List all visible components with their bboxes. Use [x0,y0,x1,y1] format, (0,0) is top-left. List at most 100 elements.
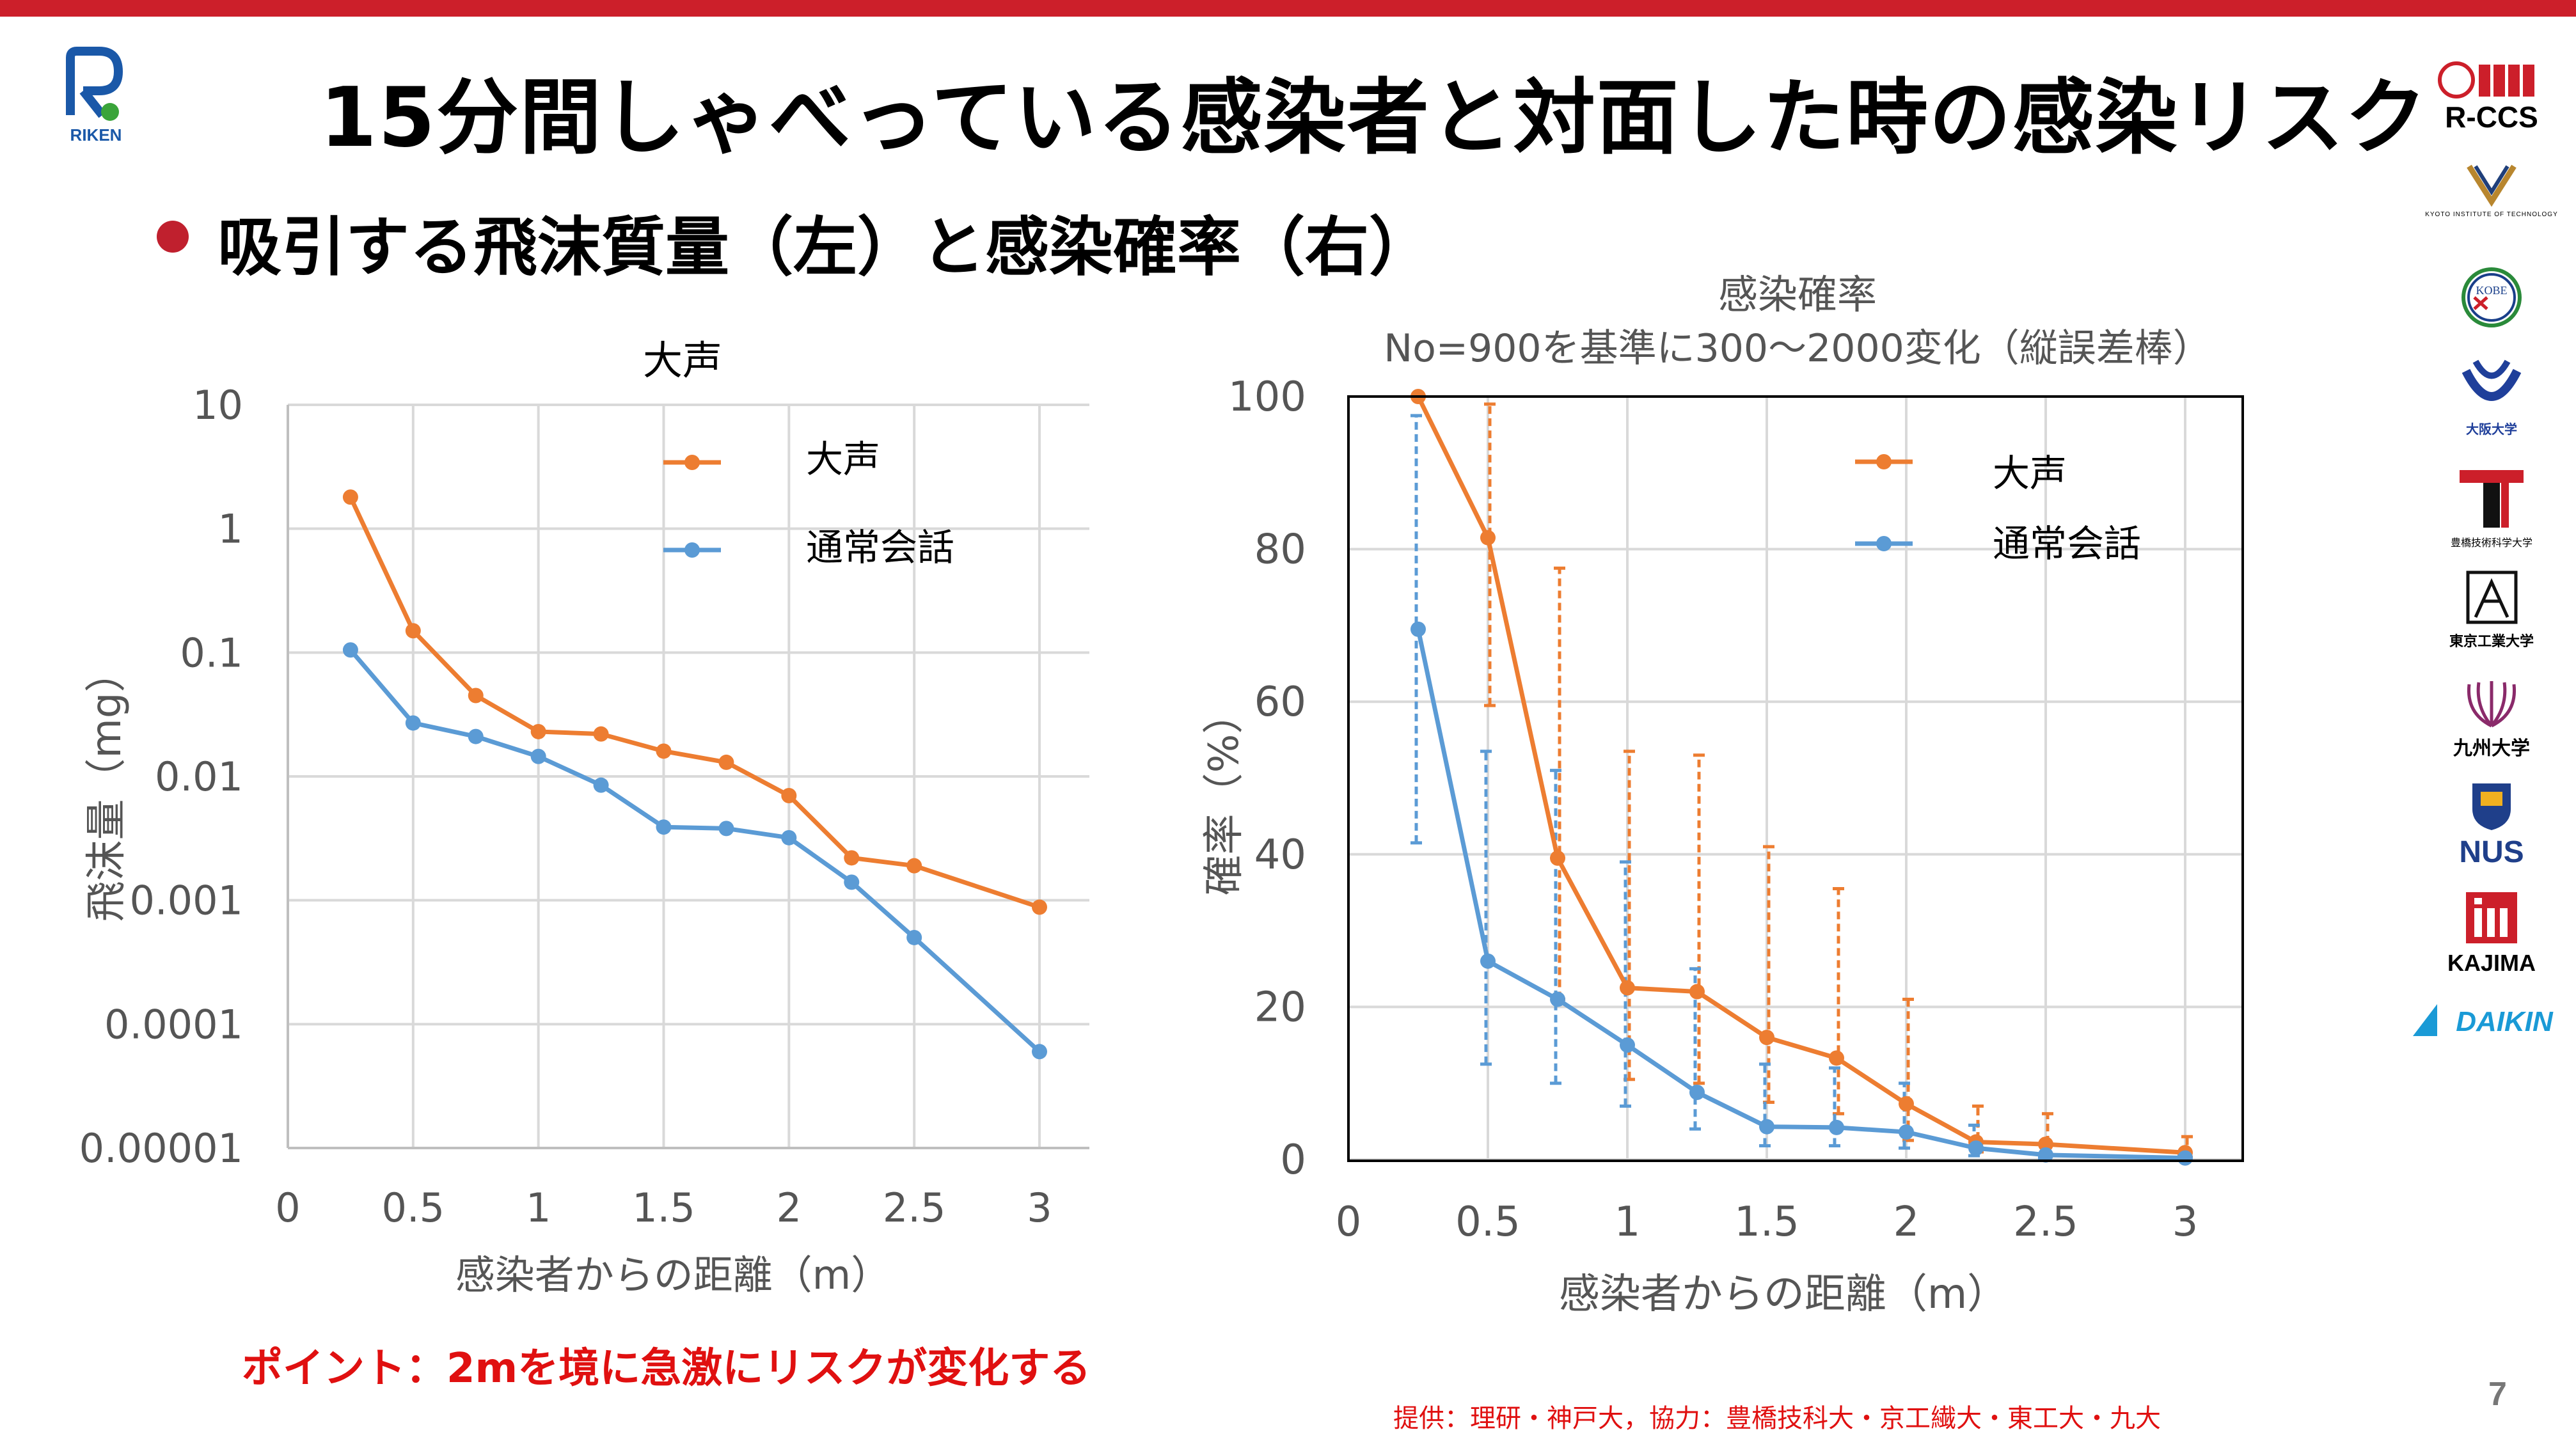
kyushu-logo-text: 九州大学 [2453,738,2530,759]
right-data-point [1968,1140,1984,1156]
left-ytick-label: 0.00001 [79,1125,243,1172]
right-chart-xlabel: 感染者からの距離（m） [1559,1271,2008,1318]
right-xtick-label: 2 [1893,1199,1920,1246]
left-data-point [405,715,421,731]
droplet-mass-chart: 大声 感染者からの距離（m） 飛沫量（mg） 0 0.5 1 1.5 2 2.5 3 10 1 0… [79,337,1089,1298]
right-chart-title: 感染確率 [1718,271,1877,318]
left-ytick-label: 10 [193,382,243,429]
right-legend-loud-marker [1876,454,1892,469]
nus-logo: NUS [2412,780,2572,870]
right-ytick-label: 60 [1254,679,1306,726]
left-legend-loud-marker [684,455,700,470]
left-ytick-label: 1 [218,506,243,553]
left-data-point [718,754,734,770]
right-data-point [1759,1119,1774,1135]
left-data-point [1032,1044,1047,1060]
kobe-logo-text: KOBE [2476,284,2508,297]
left-data-point [844,874,860,890]
left-chart-ylabel: 飛沫量（mg） [83,652,130,922]
left-data-point [593,726,609,742]
right-legend-normal-marker [1876,536,1892,551]
left-legend-loud-label: 大声 [806,437,880,481]
right-chart-ylabel: 確率（%） [1201,693,1248,896]
left-ytick-label: 0.1 [180,629,243,676]
riken-logo: RIKEN [64,45,128,147]
left-data-point [405,623,421,639]
key-point-text: ポイント：2mを境に急激にリスクが変化する [242,1345,1091,1392]
right-data-point [1759,1030,1774,1046]
right-data-point [1480,953,1496,969]
right-data-point [2038,1147,2053,1163]
right-legend-loud-label: 大声 [1993,452,2067,495]
partner-logos: R-CCS KYOTO INSTITUTE OF TECHNOLOGY KOBE… [2412,51,2572,1049]
tokyo-tech-logo-text: 東京工業大学 [2449,633,2534,649]
right-legend-normal-label: 通常会話 [1993,522,2141,565]
right-xtick-label: 3 [2172,1199,2199,1246]
right-ytick-label: 20 [1254,984,1306,1031]
left-data-point [468,688,484,704]
infection-probability-chart: 感染確率 No=900を基準に300～2000変化（縦誤差棒） 感染者からの距離… [1201,271,2244,1318]
right-data-point [1410,621,1426,637]
left-data-point [781,830,797,845]
right-data-point [1620,1037,1635,1053]
left-xtick-label: 3 [1027,1184,1052,1231]
osaka-logo: 大阪大学 [2412,358,2572,437]
kajima-logo: KAJIMA [2412,889,2572,977]
left-data-point [781,787,797,803]
left-data-point [656,743,672,759]
left-xtick-label: 0 [275,1184,300,1231]
right-data-point [1689,984,1705,1000]
right-data-point [1620,980,1635,996]
page-title: 15分間しゃべっている感染者と対面した時の感染リスク [320,70,2428,166]
right-data-point [1829,1050,1844,1066]
right-series-line-0 [1416,395,2186,1155]
left-data-point [656,819,672,835]
kobe-logo: KOBE [2412,265,2572,333]
kyoto-institute-logo: KYOTO INSTITUTE OF TECHNOLOGY [2412,163,2572,218]
right-xtick-label: 0 [1336,1199,1362,1246]
left-data-point [342,642,358,658]
nus-logo-text: NUS [2459,835,2524,869]
left-data-point [844,850,860,866]
left-ytick-label: 0.0001 [104,1001,243,1048]
top-accent-bar [0,0,2576,17]
right-xtick-label: 0.5 [1455,1199,1521,1246]
right-data-point [1480,530,1496,546]
rccs-logo-text: R-CCS [2445,100,2538,134]
riken-logo-text: RIKEN [70,125,122,145]
left-data-point [530,748,546,764]
left-data-point [530,723,546,739]
left-xtick-label: 2.5 [883,1184,946,1231]
right-chart-subtitle: No=900を基準に300～2000変化（縦誤差棒） [1384,326,2211,371]
left-data-point [1032,899,1047,915]
toyohashi-logo-text: 豊橋技術科学大学 [2450,538,2533,549]
daikin-logo-text: DAIKIN [2456,1006,2554,1037]
left-ytick-label: 0.001 [130,877,244,924]
right-data-point [1689,1085,1705,1101]
right-plot-frame [1347,395,2244,1162]
right-ytick-label: 0 [1280,1136,1306,1184]
left-xtick-label: 1 [526,1184,551,1231]
right-ytick-label: 80 [1254,526,1306,574]
right-data-point [1550,991,1565,1007]
left-data-point [906,929,922,945]
kyushu-logo: 九州大学 [2412,675,2572,760]
right-series-line-1 [1416,629,2186,1161]
left-data-point [718,821,734,837]
right-data-point [2038,1136,2053,1152]
right-data-point [1550,850,1565,866]
left-chart-xlabel: 感染者からの距離（m） [455,1252,890,1298]
left-data-point [593,777,609,793]
right-xtick-label: 1 [1615,1199,1641,1246]
right-xtick-label: 1.5 [1734,1199,1799,1246]
rccs-logo: R-CCS [2412,61,2572,134]
right-ytick-label: 40 [1254,831,1306,879]
left-data-point [342,489,358,505]
right-data-point [1899,1124,1914,1140]
bullet-dot [157,221,189,253]
right-data-point [1829,1119,1844,1135]
left-ytick-label: 0.01 [155,753,243,800]
left-legend-normal-marker [684,542,700,558]
left-data-point [906,858,922,874]
right-data-point [1899,1096,1914,1112]
